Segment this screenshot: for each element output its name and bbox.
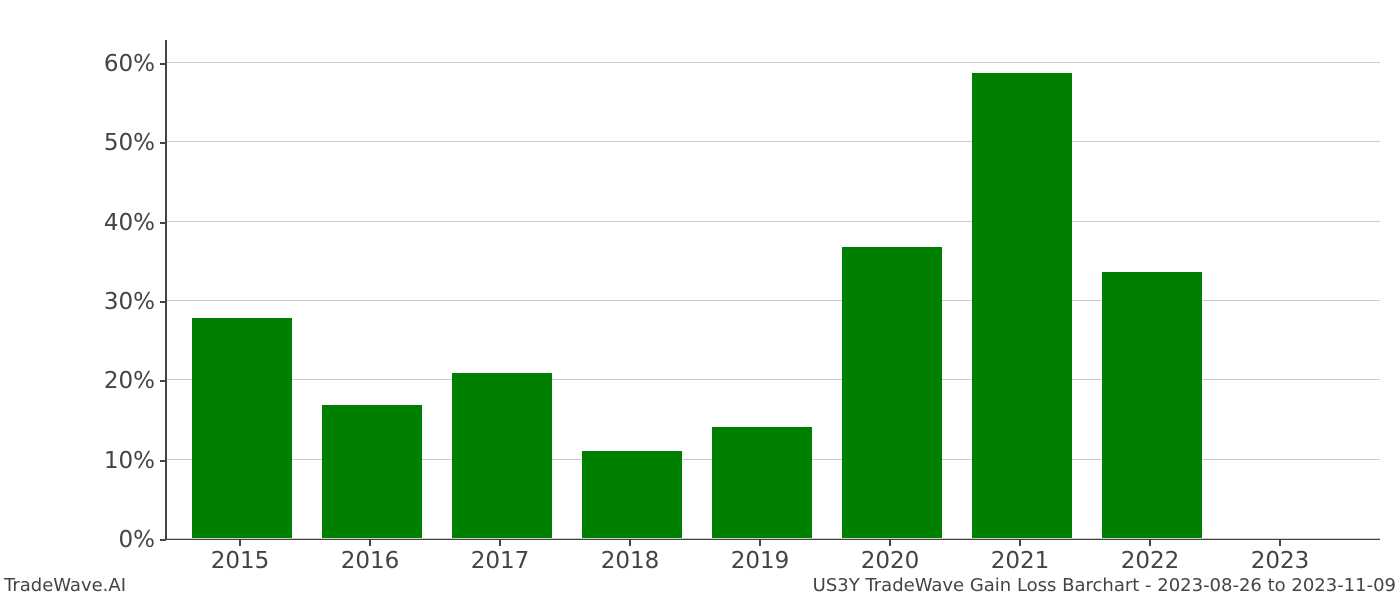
bar-2020	[842, 247, 942, 538]
x-tick-mark	[1279, 540, 1281, 546]
y-tick-mark	[160, 539, 166, 541]
gridline	[167, 538, 1380, 539]
x-tick-mark	[889, 540, 891, 546]
x-tick-mark	[629, 540, 631, 546]
x-tick-mark	[1149, 540, 1151, 546]
bar-2015	[192, 318, 292, 538]
y-tick-label: 20%	[75, 368, 155, 394]
y-tick-label: 10%	[75, 448, 155, 474]
y-tick-mark	[160, 301, 166, 303]
y-tick-label: 40%	[75, 210, 155, 236]
bar-2019	[712, 427, 812, 538]
x-tick-mark	[369, 540, 371, 546]
footer-caption: US3Y TradeWave Gain Loss Barchart - 2023…	[813, 575, 1396, 596]
bar-2016	[322, 405, 422, 538]
gridline	[167, 141, 1380, 142]
x-tick-label: 2018	[601, 548, 660, 574]
gridline	[167, 62, 1380, 63]
y-tick-mark	[160, 142, 166, 144]
x-tick-label: 2019	[731, 548, 790, 574]
y-tick-label: 50%	[75, 130, 155, 156]
y-tick-mark	[160, 222, 166, 224]
x-tick-label: 2015	[211, 548, 270, 574]
x-tick-label: 2020	[861, 548, 920, 574]
y-tick-label: 30%	[75, 289, 155, 315]
x-tick-label: 2022	[1121, 548, 1180, 574]
x-tick-label: 2016	[341, 548, 400, 574]
gridline	[167, 221, 1380, 222]
x-tick-mark	[239, 540, 241, 546]
gain-loss-barchart: 0% 10% 20% 30% 40% 50% 60% 2015 2016 201…	[0, 0, 1400, 600]
x-tick-mark	[499, 540, 501, 546]
y-tick-mark	[160, 380, 166, 382]
y-tick-label: 60%	[75, 51, 155, 77]
bar-2017	[452, 373, 552, 538]
y-tick-label: 0%	[75, 527, 155, 553]
x-tick-mark	[1019, 540, 1021, 546]
x-tick-label: 2017	[471, 548, 530, 574]
x-tick-label: 2023	[1251, 548, 1310, 574]
plot-area	[165, 40, 1380, 540]
bar-2018	[582, 451, 682, 538]
x-tick-mark	[759, 540, 761, 546]
y-tick-mark	[160, 460, 166, 462]
bar-2022	[1102, 272, 1202, 538]
x-tick-label: 2021	[991, 548, 1050, 574]
bar-2021	[972, 73, 1072, 538]
y-tick-mark	[160, 63, 166, 65]
footer-brand: TradeWave.AI	[4, 575, 126, 596]
